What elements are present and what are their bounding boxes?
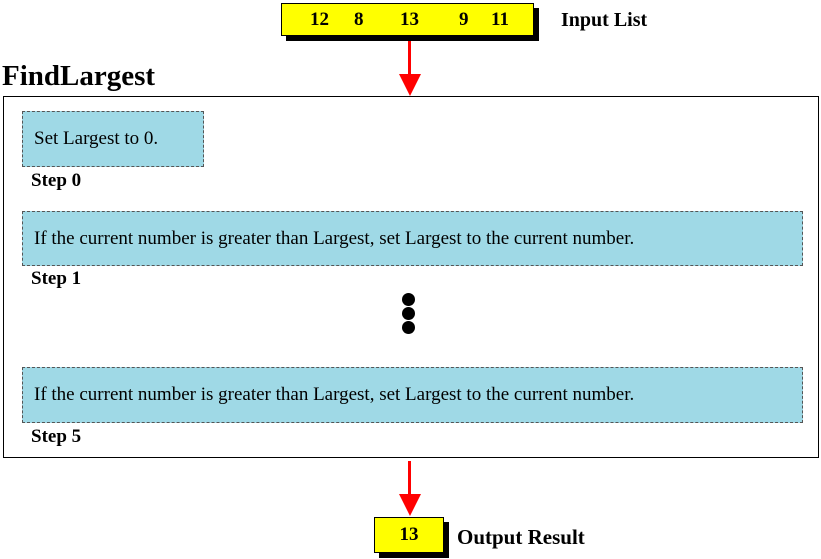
step-box: If the current number is greater than La… bbox=[22, 367, 803, 423]
step-text: Set Largest to 0. bbox=[34, 128, 159, 149]
input-arrow-icon bbox=[399, 41, 421, 96]
ellipsis-dot-icon bbox=[402, 293, 415, 306]
output-arrow-icon bbox=[399, 461, 421, 516]
input-number: 13 bbox=[400, 9, 419, 30]
input-list-label: Input List bbox=[561, 9, 648, 31]
input-number: 9 bbox=[459, 9, 469, 30]
step-label: Step 1 bbox=[31, 268, 82, 289]
algorithm-title: FindLargest bbox=[2, 60, 156, 92]
ellipsis-dot-icon bbox=[402, 307, 415, 320]
output-box: 13 bbox=[374, 517, 444, 553]
input-list-box: 12 8 13 9 11 bbox=[281, 3, 534, 36]
input-number: 8 bbox=[354, 9, 364, 30]
step-box: If the current number is greater than La… bbox=[22, 211, 803, 266]
input-number: 11 bbox=[491, 9, 509, 30]
algorithm-frame bbox=[3, 96, 819, 458]
step-label: Step 0 bbox=[31, 170, 82, 191]
step-text: If the current number is greater than La… bbox=[34, 384, 635, 405]
input-number: 12 bbox=[310, 9, 329, 30]
step-box: Set Largest to 0. bbox=[22, 111, 204, 167]
step-label: Step 5 bbox=[31, 426, 82, 447]
ellipsis-dot-icon bbox=[402, 321, 415, 334]
output-label: Output Result bbox=[457, 525, 585, 549]
step-text: If the current number is greater than La… bbox=[34, 227, 635, 249]
